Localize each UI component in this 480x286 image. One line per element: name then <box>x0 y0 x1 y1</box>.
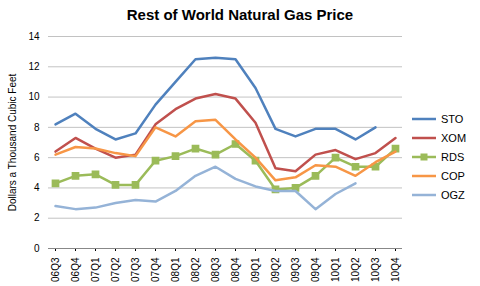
svg-text:4: 4 <box>34 182 40 193</box>
svg-text:8: 8 <box>34 122 40 133</box>
svg-text:06Q3: 06Q3 <box>50 257 61 282</box>
svg-text:09Q2: 09Q2 <box>270 257 281 282</box>
svg-text:6: 6 <box>34 152 40 163</box>
svg-text:07Q4: 07Q4 <box>150 257 161 282</box>
html-text:OGZ: OGZ <box>441 189 465 201</box>
html-text:RDS: RDS <box>441 151 465 163</box>
svg-text:07Q2: 07Q2 <box>110 257 121 282</box>
svg-text:0: 0 <box>34 243 40 254</box>
svg-text:Dollars a Thousand Cubic Feet: Dollars a Thousand Cubic Feet <box>7 73 18 211</box>
svg-text:07Q1: 07Q1 <box>90 257 101 282</box>
svg-text:08Q4: 08Q4 <box>230 257 241 282</box>
html-text:Rest of World Natural Gas Pric: Rest of World Natural Gas Price <box>126 6 354 23</box>
svg-text:08Q1: 08Q1 <box>170 257 181 282</box>
svg-text:10Q4: 10Q4 <box>390 257 401 282</box>
svg-text:09Q1: 09Q1 <box>250 257 261 282</box>
svg-text:09Q4: 09Q4 <box>310 257 321 282</box>
svg-text:10Q3: 10Q3 <box>370 257 381 282</box>
html-text:XOM: XOM <box>441 132 467 144</box>
svg-text:07Q3: 07Q3 <box>130 257 141 282</box>
html-text:COP: COP <box>441 170 465 182</box>
svg-text:12: 12 <box>28 61 40 72</box>
svg-text:14: 14 <box>28 31 40 42</box>
svg-text:09Q3: 09Q3 <box>290 257 301 282</box>
html-text:STO: STO <box>441 113 464 125</box>
svg-text:06Q4: 06Q4 <box>70 257 81 282</box>
svg-text:10Q1: 10Q1 <box>330 257 341 282</box>
svg-text:2: 2 <box>34 212 40 223</box>
svg-text:10Q2: 10Q2 <box>350 257 361 282</box>
svg-text:08Q2: 08Q2 <box>190 257 201 282</box>
svg-text:10: 10 <box>28 91 40 102</box>
svg-text:08Q3: 08Q3 <box>210 257 221 282</box>
